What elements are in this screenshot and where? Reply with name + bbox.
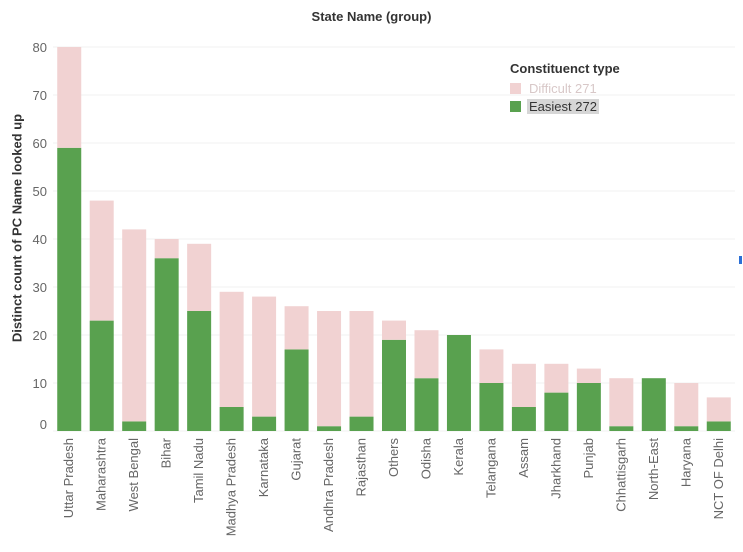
bar-difficult[interactable] bbox=[349, 311, 374, 417]
x-tick-label: West Bengal bbox=[126, 438, 141, 512]
y-tick-label: 0 bbox=[40, 417, 47, 432]
bar-easiest[interactable] bbox=[349, 416, 374, 431]
y-tick-label: 50 bbox=[33, 184, 47, 199]
panel-edge-marker[interactable] bbox=[739, 256, 742, 264]
bar-easiest[interactable] bbox=[544, 392, 569, 431]
legend-label-easiest: Easiest 272 bbox=[527, 98, 599, 114]
bar-difficult[interactable] bbox=[382, 320, 406, 340]
bar-easiest[interactable] bbox=[511, 407, 536, 431]
legend-item-difficult[interactable]: Difficult 271 bbox=[510, 79, 620, 97]
legend-swatch-easiest bbox=[510, 100, 521, 112]
bar-difficult[interactable] bbox=[57, 47, 82, 148]
x-tick-label: Chhattisgarh bbox=[613, 438, 628, 512]
x-tick-label: Punjab bbox=[581, 438, 596, 478]
bar-easiest[interactable] bbox=[576, 383, 601, 431]
bar-easiest[interactable] bbox=[219, 407, 244, 431]
x-tick-label: Telangana bbox=[483, 437, 498, 498]
x-tick-label: Haryana bbox=[678, 437, 693, 487]
bar-difficult[interactable] bbox=[219, 291, 244, 407]
bar-easiest[interactable] bbox=[89, 320, 114, 431]
bar-difficult[interactable] bbox=[154, 239, 179, 259]
bar-easiest[interactable] bbox=[674, 426, 699, 431]
legend-label-difficult: Difficult 271 bbox=[529, 80, 597, 96]
x-tick-label: Maharashtra bbox=[94, 437, 109, 511]
bar-easiest[interactable] bbox=[154, 258, 179, 431]
y-tick-label: 60 bbox=[33, 136, 47, 151]
x-tick-label: Kerala bbox=[451, 437, 466, 475]
y-tick-label: 80 bbox=[33, 40, 47, 55]
bar-easiest[interactable] bbox=[414, 378, 439, 431]
x-tick-label: Tamil Nadu bbox=[191, 438, 206, 503]
x-axis-ticks: Uttar Pradesh Maharashtra West Bengal Bihar… bbox=[61, 437, 726, 536]
bar-difficult[interactable] bbox=[414, 330, 439, 379]
x-tick-label: Odisha bbox=[418, 437, 433, 479]
bar-easiest[interactable] bbox=[706, 421, 731, 431]
bar-difficult[interactable] bbox=[317, 311, 342, 427]
bar-easiest[interactable] bbox=[284, 349, 309, 431]
bar-difficult[interactable] bbox=[544, 363, 569, 393]
x-tick-label: Assam bbox=[516, 438, 531, 478]
bar-easiest[interactable] bbox=[317, 426, 342, 431]
x-tick-label: Madhya Pradesh bbox=[224, 438, 239, 536]
x-tick-label: NCT OF Delhi bbox=[711, 438, 726, 519]
y-tick-label: 20 bbox=[33, 328, 47, 343]
x-tick-label: North-East bbox=[646, 438, 661, 501]
bar-difficult[interactable] bbox=[609, 378, 634, 427]
bar-easiest[interactable] bbox=[252, 416, 277, 431]
bar-easiest[interactable] bbox=[479, 383, 504, 431]
x-tick-label: Uttar Pradesh bbox=[61, 438, 76, 518]
bar-easiest[interactable] bbox=[122, 421, 147, 431]
y-tick-label: 30 bbox=[33, 280, 47, 295]
y-tick-label: 40 bbox=[33, 232, 47, 247]
bar-easiest[interactable] bbox=[382, 339, 406, 431]
bar-difficult[interactable] bbox=[479, 349, 504, 383]
bar-difficult[interactable] bbox=[674, 383, 699, 427]
bar-easiest[interactable] bbox=[641, 378, 666, 431]
bar-difficult[interactable] bbox=[122, 229, 147, 422]
x-tick-label: Others bbox=[386, 438, 401, 478]
bar-easiest[interactable] bbox=[57, 147, 82, 432]
bar-difficult[interactable] bbox=[706, 397, 731, 422]
y-tick-label: 70 bbox=[33, 88, 47, 103]
bar-easiest[interactable] bbox=[446, 335, 471, 431]
x-tick-label: Bihar bbox=[159, 437, 174, 468]
legend[interactable]: Constituenct type Difficult 271 Easiest … bbox=[510, 61, 620, 115]
bars bbox=[57, 47, 731, 432]
x-tick-label: Gujarat bbox=[289, 438, 304, 481]
bar-difficult[interactable] bbox=[89, 200, 114, 321]
y-tick-label: 10 bbox=[33, 376, 47, 391]
legend-title: Constituenct type bbox=[510, 61, 620, 76]
x-tick-label: Rajasthan bbox=[354, 438, 369, 497]
bar-easiest[interactable] bbox=[187, 311, 212, 431]
bar-difficult[interactable] bbox=[187, 243, 212, 311]
bar-difficult[interactable] bbox=[252, 296, 277, 417]
bar-difficult[interactable] bbox=[511, 363, 536, 407]
bar-easiest[interactable] bbox=[609, 426, 634, 431]
bar-difficult[interactable] bbox=[576, 368, 601, 383]
legend-swatch-difficult bbox=[510, 82, 521, 94]
y-axis-ticks: 0 10 20 30 40 50 60 70 80 bbox=[33, 40, 47, 432]
x-tick-label: Andhra Pradesh bbox=[321, 438, 336, 532]
bar-difficult[interactable] bbox=[284, 306, 309, 350]
x-tick-label: Karnataka bbox=[256, 437, 271, 497]
legend-item-easiest[interactable]: Easiest 272 bbox=[510, 97, 620, 115]
x-tick-label: Jharkhand bbox=[548, 438, 563, 499]
chart-title: State Name (group) bbox=[311, 9, 432, 24]
